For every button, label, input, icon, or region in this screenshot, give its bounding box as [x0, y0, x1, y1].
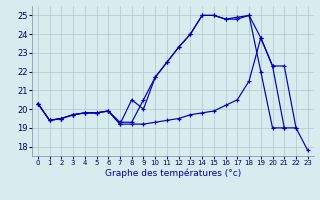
- X-axis label: Graphe des températures (°c): Graphe des températures (°c): [105, 169, 241, 178]
